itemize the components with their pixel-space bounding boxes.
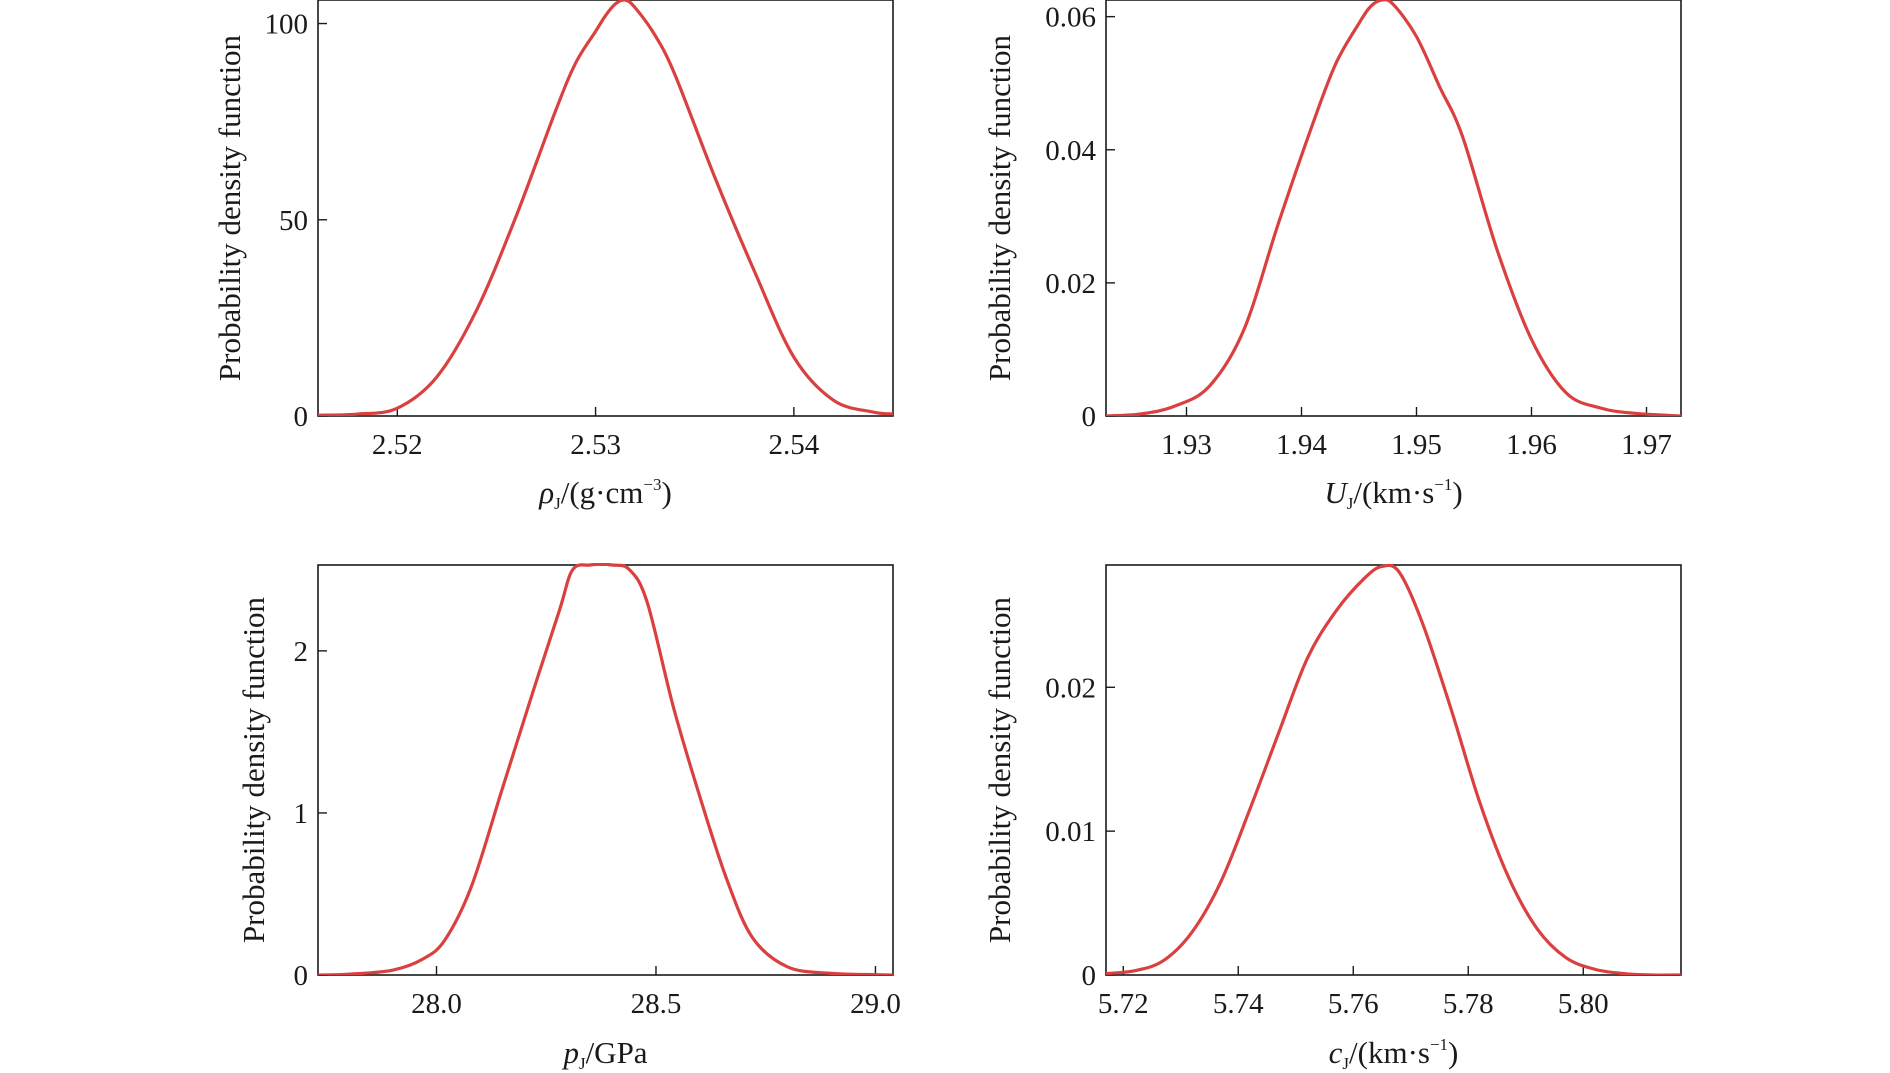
- plot-frame: [1105, 0, 1682, 417]
- x-axis-label: ρJ/(g·cm−3): [538, 475, 672, 513]
- y-tick-label: 0: [294, 960, 309, 992]
- x-axis-label: cJ/(km·s−1): [1329, 1035, 1459, 1073]
- chart-panel-2: 1.93 1.94 1.95 1.96 1.97 0 0.02 0.04 0.06 Probabi…: [982, 0, 1682, 513]
- density-curve: [318, 563, 893, 975]
- x-tick-label: 2.54: [768, 429, 819, 461]
- x-tick-label: 29.0: [850, 988, 901, 1020]
- x-tick-label: 5.78: [1443, 988, 1494, 1020]
- x-tick-label: 5.72: [1098, 988, 1149, 1020]
- y-tick-label: 0.02: [1045, 268, 1096, 300]
- x-tick-label: 2.53: [570, 429, 621, 461]
- y-tick-label: 0: [1082, 960, 1097, 992]
- y-tick-label: 0.01: [1045, 816, 1096, 848]
- x-tick-label: 5.76: [1328, 988, 1379, 1020]
- y-axis-label: Probability density function: [982, 34, 1017, 381]
- x-tick-label: 1.93: [1161, 429, 1212, 461]
- chart-panel-1: 2.52 2.53 2.54 0 50 100 Probability density fu…: [212, 0, 894, 513]
- y-tick-label: 2: [294, 636, 309, 668]
- chart-panel-3: 28.0 28.5 29.0 0 1 2 Probability density funct…: [236, 563, 901, 1073]
- y-tick-label: 0.04: [1045, 135, 1096, 167]
- y-tick-label: 100: [265, 9, 309, 41]
- x-tick-label: 2.52: [372, 429, 423, 461]
- x-tick-label: 28.5: [631, 988, 682, 1020]
- density-curve: [318, 0, 893, 416]
- y-axis-label: Probability density function: [212, 34, 247, 381]
- x-axis-label: UJ/(km·s−1): [1324, 475, 1462, 513]
- x-tick-label: 1.95: [1391, 429, 1442, 461]
- y-axis-label: Probability density function: [982, 596, 1017, 943]
- x-tick-label: 1.96: [1506, 429, 1557, 461]
- chart-panel-4: 5.72 5.74 5.76 5.78 5.80 0 0.01 0.02 Probability…: [982, 563, 1682, 1073]
- plot-frame: [317, 0, 894, 417]
- y-tick-label: 0: [1082, 401, 1097, 433]
- y-tick-label: 0.02: [1045, 672, 1096, 704]
- x-tick-label: 5.74: [1213, 988, 1264, 1020]
- y-tick-label: 0: [294, 401, 309, 433]
- y-axis-label: Probability density function: [236, 596, 271, 943]
- x-tick-label: 28.0: [411, 988, 462, 1020]
- y-tick-label: 50: [279, 205, 308, 237]
- y-tick-label: 1: [294, 798, 309, 830]
- density-curve: [1106, 563, 1681, 975]
- x-tick-label: 1.94: [1276, 429, 1327, 461]
- plot-frame: [317, 564, 894, 976]
- x-axis-label: pJ/GPa: [561, 1035, 647, 1073]
- density-curve: [1106, 0, 1681, 416]
- plot-frame: [1105, 564, 1682, 976]
- x-tick-label: 5.80: [1558, 988, 1609, 1020]
- x-tick-label: 1.97: [1621, 429, 1672, 461]
- y-tick-label: 0.06: [1045, 2, 1096, 34]
